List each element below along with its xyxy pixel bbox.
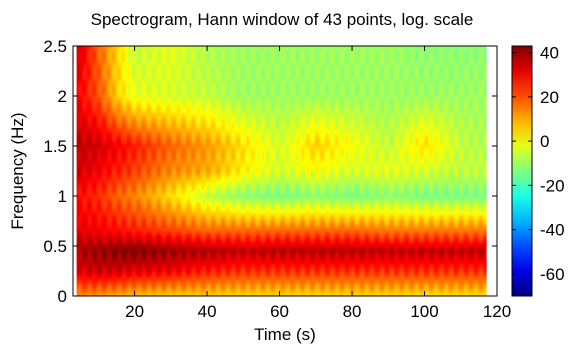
colorbar-tick-label: 20 [540,88,559,107]
y-tick-label: 2 [58,87,67,106]
spectrogram-heatmap [76,46,487,296]
y-tick-label: 2.5 [43,37,67,56]
x-tick-label: 60 [270,302,289,321]
plot-frame [72,45,498,297]
x-tick-label: 120 [483,302,511,321]
colorbar-tick-label: 40 [540,44,559,63]
x-tick-label: 80 [343,302,362,321]
colorbar-tick-label: -40 [540,221,565,240]
x-axis-ticks: 20 40 60 80 100 120 [125,46,511,321]
colorbar-tick-label: 0 [540,132,549,151]
y-tick-label: 0.5 [43,237,67,256]
x-tick-label: 100 [410,302,438,321]
plot-area: 20 40 60 80 100 120 0 0.5 1 1.5 2 2.5 [43,37,511,321]
chart-title: Spectrogram, Hann window of 43 points, l… [91,10,474,29]
y-axis-ticks: 0 0.5 1 1.5 2 2.5 [43,37,497,306]
colorbar-frame [511,45,533,297]
x-tick-label: 20 [125,302,144,321]
colorbar: 40 20 0 -20 -40 -60 [511,44,565,297]
y-tick-label: 1.5 [43,137,67,156]
colorbar-tick-label: -20 [540,176,565,195]
x-tick-label: 40 [198,302,217,321]
colorbar-ticks: 40 20 0 -20 -40 -60 [512,44,565,284]
colorbar-scale [512,46,532,296]
colorbar-tick-label: -60 [540,265,565,284]
y-axis-label: Frequency (Hz) [8,112,27,229]
y-tick-label: 1 [58,187,67,206]
y-tick-label: 0 [58,287,67,306]
x-axis-label: Time (s) [254,325,316,344]
